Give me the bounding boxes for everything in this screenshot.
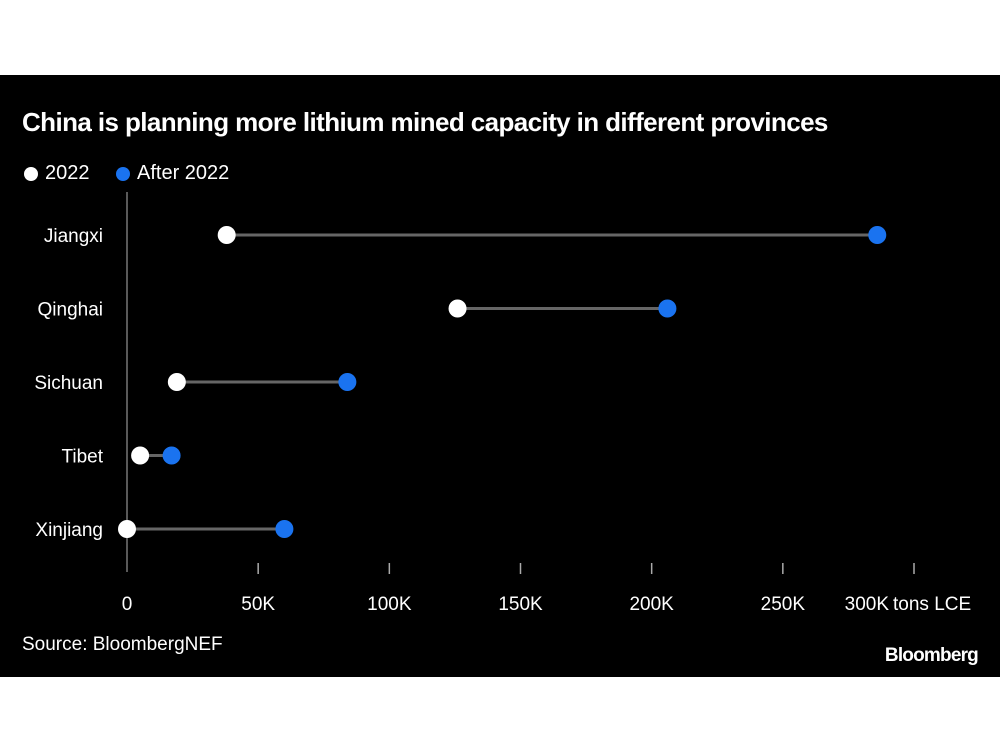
category-label: Tibet (61, 447, 103, 468)
point-2022 (217, 226, 236, 244)
legend-label: After 2022 (137, 162, 230, 184)
legend-dot-after-2022 (116, 166, 130, 181)
bloomberg-logo: Bloomberg (884, 645, 979, 666)
x-tick-label: 300K (845, 594, 890, 615)
point-after-2022 (162, 446, 181, 465)
point-2022 (131, 446, 150, 465)
point-2022 (167, 373, 186, 391)
point-2022 (118, 520, 136, 538)
x-tick-label: 100K (367, 594, 412, 615)
category-label: Sichuan (34, 373, 103, 394)
category-label: Jiangxi (44, 226, 103, 247)
legend-item-2022: 2022 (24, 162, 90, 185)
x-tick-label: 250K (761, 594, 806, 615)
x-tick-label: 0 (122, 594, 133, 615)
category-label: Qinghai (38, 300, 104, 321)
legend-label: 2022 (45, 162, 90, 184)
legend-dot-2022 (24, 166, 38, 181)
chart-panel (0, 75, 1000, 677)
x-tick-label: 50K (241, 594, 275, 615)
point-after-2022 (658, 299, 677, 318)
category-label: Xinjiang (35, 520, 103, 541)
x-tick-label: 200K (629, 594, 674, 615)
chart-title: China is planning more lithium mined cap… (22, 107, 828, 137)
x-axis-unit-label: tons LCE (893, 594, 971, 615)
x-tick-label: 150K (498, 594, 543, 615)
legend-item-after-2022: After 2022 (116, 162, 229, 185)
source-note: Source: BloombergNEF (22, 634, 223, 655)
point-2022 (448, 299, 467, 318)
point-after-2022 (868, 226, 887, 244)
point-after-2022 (275, 520, 294, 538)
point-after-2022 (338, 373, 357, 391)
